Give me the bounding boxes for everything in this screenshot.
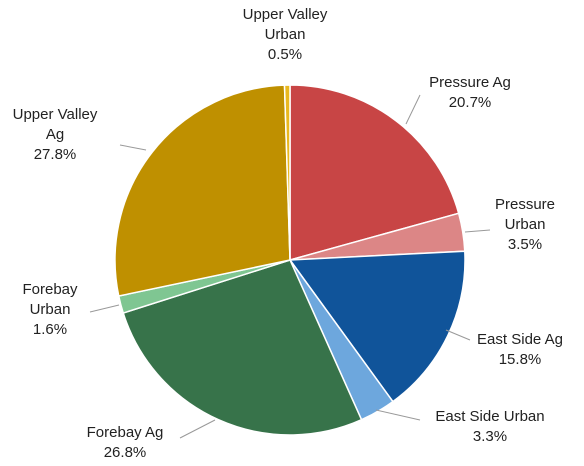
pie-slice [288,250,466,403]
pie-slice [289,84,460,261]
leader-line [89,304,120,313]
slice-name: Upper Valley Ag [12,106,98,143]
slice-label: East Side Urban 3.3% [425,407,555,447]
pie-slice [114,84,291,297]
slice-label: Pressure Ag 20.7% [420,73,520,113]
pie-slice [122,259,363,436]
slice-name: Forebay Urban [22,281,78,318]
slice-label: East Side Ag 15.8% [465,330,575,370]
slice-label: Upper Valley Ag 27.8% [8,105,103,165]
slice-value: 3.5% [507,236,543,253]
slice-name: East Side Ag [477,331,563,348]
slice-value: 1.6% [32,321,68,338]
slice-value: 20.7% [448,94,492,111]
pie-slice [283,84,291,261]
leader-line [445,329,471,341]
leader-line [405,94,421,125]
slice-name: East Side Urban [435,408,545,425]
slice-name: Pressure Urban [494,196,556,233]
slice-label: Forebay Urban 1.6% [15,280,85,340]
leader-line [179,419,216,439]
slice-label: Upper Valley Urban 0.5% [230,5,340,65]
slice-label: Pressure Urban 3.5% [485,195,565,255]
slice-name: Forebay Ag [86,424,164,441]
leader-line [375,409,421,421]
leader-line [464,229,491,233]
slice-value: 0.5% [267,46,303,63]
slice-name: Pressure Ag [429,74,511,91]
slice-value: 15.8% [498,351,542,368]
slice-value: 27.8% [33,146,77,163]
slice-value: 26.8% [103,444,147,461]
leader-line [119,144,147,151]
slice-name: Upper Valley Urban [242,6,328,43]
slice-value: 3.3% [472,428,508,445]
slice-label: Forebay Ag 26.8% [75,423,175,463]
